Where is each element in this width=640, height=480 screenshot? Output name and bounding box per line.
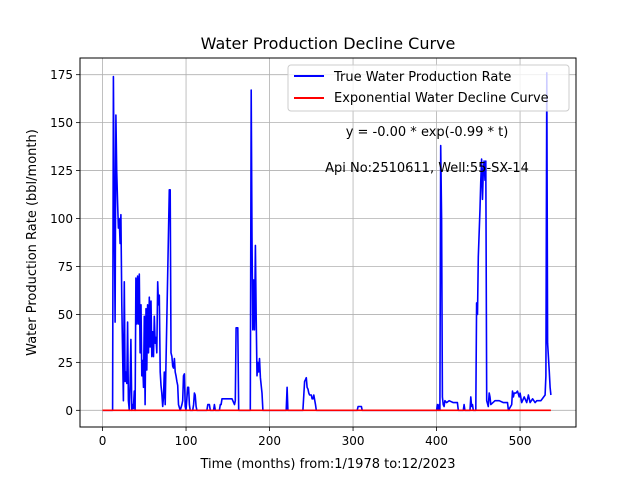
legend-box [287,64,570,112]
series-layer [102,72,552,412]
x-tick-label: 500 [509,434,532,448]
chart-title: Water Production Decline Curve [201,34,456,53]
x-tick-label: 200 [258,434,281,448]
y-tick-label: 25 [58,356,73,370]
plot-area [80,58,576,427]
y-axis-label: Water Production Rate (bbl/month) [25,129,40,356]
y-tick-label: 0 [65,404,73,418]
annotation-equation: y = -0.00 * exp(-0.99 * t) [346,125,509,140]
y-tick-label: 75 [58,260,73,274]
plot-frame [79,57,577,428]
x-tick-label: 0 [99,434,107,448]
x-tick-label: 100 [175,434,198,448]
x-axis-label: Time (months) from:1/1978 to:12/2023 [199,457,455,472]
legend-label-decline-curve: Exponential Water Decline Curve [334,91,549,106]
y-axis: 0 25 50 75 100 125 150 175 [50,68,80,418]
y-tick-label: 125 [50,164,73,178]
legend: True Water Production Rate Exponential W… [287,64,570,112]
annotation-well-info: Api No:2510611, Well:55-SX-14 [325,161,529,176]
x-tick-label: 400 [425,434,448,448]
y-tick-label: 175 [50,68,73,82]
y-tick-label: 50 [58,308,73,322]
x-tick-label: 300 [342,434,365,448]
legend-label-true-rate: True Water Production Rate [333,70,511,85]
y-tick-label: 150 [50,116,73,130]
x-axis: 0 100 200 300 400 500 [99,427,532,448]
y-tick-label: 100 [50,212,73,226]
